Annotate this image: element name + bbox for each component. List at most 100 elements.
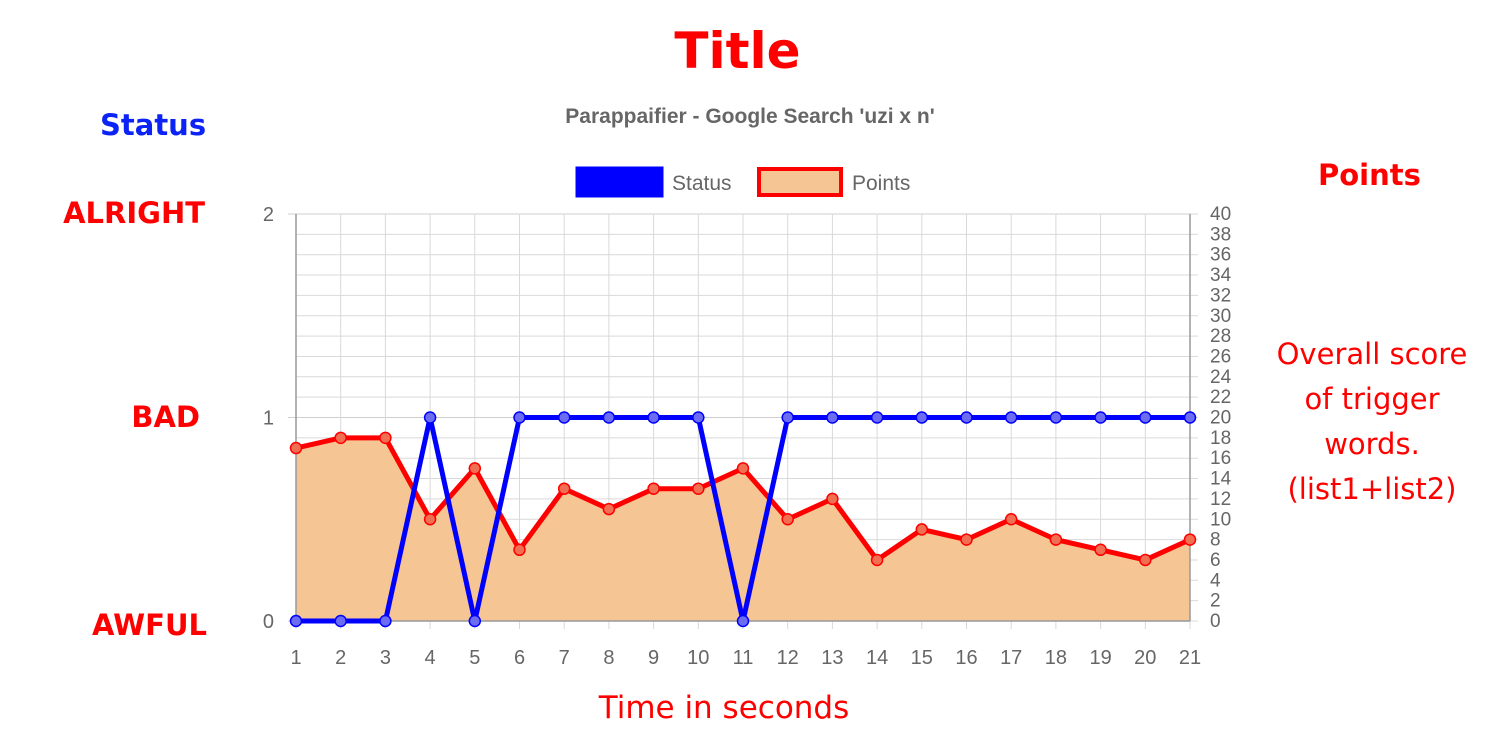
x-tick-label: 19 bbox=[1089, 647, 1111, 669]
y-right-tick-label: 34 bbox=[1210, 265, 1232, 286]
y-right-tick-label: 22 bbox=[1210, 387, 1231, 408]
points-axis-title: Points bbox=[1318, 158, 1421, 192]
status-data-point bbox=[736, 614, 750, 628]
status-data-point bbox=[960, 411, 973, 424]
y-right-tick-label: 28 bbox=[1210, 326, 1231, 347]
points-data-point bbox=[781, 513, 794, 526]
x-tick-label: 4 bbox=[425, 647, 436, 669]
points-data-point bbox=[602, 502, 616, 516]
status-data-point bbox=[602, 411, 616, 424]
points-data-point bbox=[736, 462, 750, 475]
status-data-point bbox=[1004, 411, 1018, 424]
legend[interactable]: Status Points bbox=[575, 166, 910, 198]
points-description-line: Overall score bbox=[1276, 337, 1468, 371]
x-tick-label: 1 bbox=[290, 647, 301, 669]
points-data-point bbox=[692, 482, 705, 495]
x-tick-label: 11 bbox=[733, 647, 754, 669]
page-title: Title bbox=[674, 22, 801, 80]
x-tick-label: 6 bbox=[514, 647, 525, 669]
y-right-tick-label: 24 bbox=[1210, 367, 1232, 388]
x-axis-label: Time in seconds bbox=[598, 690, 850, 726]
y-right-tick-label: 20 bbox=[1210, 408, 1231, 429]
status-data-point bbox=[423, 411, 437, 424]
points-data-point bbox=[1094, 543, 1107, 557]
y-left-tick-label: 1 bbox=[263, 408, 274, 430]
status-data-point bbox=[1094, 411, 1107, 424]
points-data-point bbox=[647, 482, 660, 495]
legend-swatch-status bbox=[575, 166, 664, 198]
x-tick-label: 12 bbox=[777, 647, 799, 669]
y-right-tick-label: 16 bbox=[1210, 448, 1231, 469]
points-description: Overall score of trigger words. (list1+l… bbox=[1262, 332, 1482, 512]
x-tick-label: 15 bbox=[911, 647, 933, 669]
points-description-line: of trigger bbox=[1304, 382, 1440, 416]
points-description-line: words. bbox=[1324, 427, 1420, 461]
x-tick-label: 16 bbox=[955, 647, 977, 669]
y-right-tick-label: 10 bbox=[1210, 509, 1231, 530]
y-right-tick-label: 12 bbox=[1210, 489, 1231, 510]
legend-label-points: Points bbox=[852, 172, 910, 195]
legend-label-status: Status bbox=[672, 172, 732, 195]
y-left-tick-label: 2 bbox=[263, 204, 274, 226]
status-level-bad: BAD bbox=[131, 400, 200, 434]
x-tick-label: 9 bbox=[648, 647, 659, 669]
x-tick-label: 7 bbox=[559, 647, 570, 669]
status-data-point bbox=[334, 614, 347, 628]
points-description-line: (list1+list2) bbox=[1287, 472, 1457, 506]
points-data-point bbox=[334, 431, 347, 445]
points-data-point bbox=[557, 482, 571, 495]
chart-title: Parappaifier - Google Search 'uzi x n' bbox=[565, 105, 934, 128]
y-right-tick-label: 8 bbox=[1210, 530, 1221, 551]
y-right-tick-label: 14 bbox=[1210, 469, 1232, 490]
x-tick-label: 18 bbox=[1045, 647, 1067, 669]
status-data-point bbox=[1049, 411, 1063, 424]
y-right-tick-label: 30 bbox=[1210, 306, 1231, 327]
y-right-tick-label: 0 bbox=[1210, 611, 1221, 632]
status-data-point bbox=[915, 411, 929, 424]
y-right-tick-label: 36 bbox=[1210, 245, 1231, 266]
y-right-tick-label: 2 bbox=[1210, 591, 1221, 612]
points-area-fill bbox=[296, 437, 1190, 621]
points-data-point bbox=[960, 533, 973, 546]
status-data-point bbox=[379, 614, 392, 628]
x-tick-label: 20 bbox=[1134, 647, 1156, 669]
y-left-tick-label: 0 bbox=[263, 611, 274, 633]
points-data-point bbox=[915, 523, 929, 536]
y-right-tick-label: 18 bbox=[1210, 428, 1231, 449]
points-data-point bbox=[289, 441, 303, 455]
x-tick-label: 13 bbox=[821, 647, 843, 669]
status-data-point bbox=[692, 411, 705, 424]
status-data-point bbox=[826, 411, 839, 424]
status-data-point bbox=[1139, 411, 1152, 424]
points-data-point bbox=[379, 431, 392, 445]
x-tick-label: 8 bbox=[603, 647, 614, 669]
x-tick-label: 5 bbox=[469, 647, 480, 669]
x-tick-label: 14 bbox=[866, 647, 888, 669]
x-tick-label: 21 bbox=[1179, 647, 1201, 669]
points-data-point bbox=[513, 543, 526, 557]
y-right-tick-label: 6 bbox=[1210, 550, 1221, 571]
points-data-point bbox=[423, 513, 437, 526]
status-level-awful: AWFUL bbox=[92, 608, 207, 642]
points-data-point bbox=[468, 462, 482, 475]
status-data-point bbox=[647, 411, 660, 424]
tick-labels: 0246810121416182022242628303234363840012… bbox=[263, 204, 1232, 669]
status-level-alright: ALRIGHT bbox=[63, 196, 205, 230]
y-right-tick-label: 40 bbox=[1210, 204, 1231, 225]
x-tick-label: 17 bbox=[1000, 647, 1022, 669]
points-data-point bbox=[1183, 533, 1197, 546]
x-tick-label: 2 bbox=[335, 647, 346, 669]
status-data-point bbox=[468, 614, 482, 628]
points-data-point bbox=[1004, 513, 1018, 526]
points-data-point bbox=[1049, 533, 1063, 546]
y-right-tick-label: 26 bbox=[1210, 346, 1231, 367]
points-data-point bbox=[826, 492, 839, 506]
status-data-point bbox=[781, 411, 794, 424]
status-data-point bbox=[513, 411, 526, 424]
legend-swatch-points bbox=[757, 167, 843, 197]
status-data-point bbox=[1183, 411, 1197, 424]
points-data-point bbox=[1139, 553, 1152, 567]
status-data-point bbox=[289, 614, 303, 628]
status-data-point bbox=[557, 411, 571, 424]
